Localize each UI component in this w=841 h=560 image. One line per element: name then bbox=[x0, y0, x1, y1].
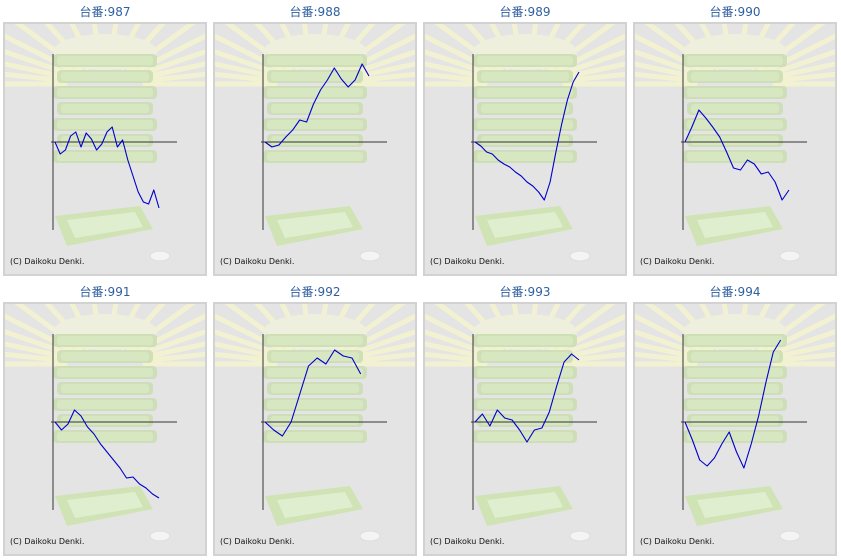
copyright-label: (C) Daikoku Denki. bbox=[10, 537, 85, 546]
chart-panel: 台番:992 (C) Daikoku Denki. bbox=[213, 280, 417, 560]
copyright-label: (C) Daikoku Denki. bbox=[640, 537, 715, 546]
series-line bbox=[264, 63, 370, 148]
series-line bbox=[474, 71, 580, 201]
background-artwork bbox=[425, 304, 625, 542]
chart-frame: (C) Daikoku Denki. bbox=[3, 22, 207, 276]
chart-panel: 台番:990 (C) Daikoku Denki. bbox=[633, 0, 837, 280]
chart-frame: (C) Daikoku Denki. bbox=[213, 302, 417, 556]
chart-svg bbox=[215, 304, 415, 542]
copyright-label: (C) Daikoku Denki. bbox=[220, 537, 295, 546]
copyright-label: (C) Daikoku Denki. bbox=[220, 257, 295, 266]
chart-frame: (C) Daikoku Denki. bbox=[633, 22, 837, 276]
chart-svg bbox=[425, 304, 625, 542]
chart-title: 台番:991 bbox=[79, 285, 131, 299]
chart-frame: (C) Daikoku Denki. bbox=[423, 302, 627, 556]
series-line bbox=[54, 126, 160, 209]
chart-title: 台番:994 bbox=[709, 285, 761, 299]
chart-panel: 台番:989 (C) Daikoku Denki. bbox=[423, 0, 627, 280]
copyright-label: (C) Daikoku Denki. bbox=[430, 537, 505, 546]
series-line bbox=[684, 339, 782, 469]
chart-frame: (C) Daikoku Denki. bbox=[3, 302, 207, 556]
chart-frame: (C) Daikoku Denki. bbox=[213, 22, 417, 276]
series-line bbox=[684, 109, 790, 201]
chart-svg bbox=[215, 24, 415, 262]
chart-panel: 台番:993 (C) Daikoku Denki. bbox=[423, 280, 627, 560]
chart-title: 台番:990 bbox=[709, 5, 761, 19]
chart-frame: (C) Daikoku Denki. bbox=[423, 22, 627, 276]
copyright-label: (C) Daikoku Denki. bbox=[430, 257, 505, 266]
series-line bbox=[264, 349, 362, 437]
background-artwork bbox=[635, 24, 835, 262]
chart-panel: 台番:988 (C) Daikoku Denki. bbox=[213, 0, 417, 280]
background-artwork bbox=[215, 24, 415, 262]
chart-panel: 台番:991 (C) Daikoku Denki. bbox=[3, 280, 207, 560]
background-artwork bbox=[5, 304, 205, 542]
chart-panel: 台番:987 (C) Daikoku Denki. bbox=[3, 0, 207, 280]
chart-title: 台番:993 bbox=[499, 285, 551, 299]
chart-svg bbox=[635, 304, 835, 542]
chart-title: 台番:988 bbox=[289, 5, 341, 19]
chart-svg bbox=[425, 24, 625, 262]
background-artwork bbox=[215, 304, 415, 542]
chart-svg bbox=[5, 24, 205, 262]
background-artwork bbox=[5, 24, 205, 262]
chart-panel: 台番:994 (C) Daikoku Denki. bbox=[633, 280, 837, 560]
chart-svg bbox=[635, 24, 835, 262]
series-line bbox=[54, 409, 160, 499]
copyright-label: (C) Daikoku Denki. bbox=[10, 257, 85, 266]
chart-frame: (C) Daikoku Denki. bbox=[633, 302, 837, 556]
copyright-label: (C) Daikoku Denki. bbox=[640, 257, 715, 266]
background-artwork bbox=[635, 304, 835, 542]
chart-svg bbox=[5, 304, 205, 542]
background-artwork bbox=[425, 24, 625, 262]
chart-title: 台番:989 bbox=[499, 5, 551, 19]
chart-title: 台番:992 bbox=[289, 285, 341, 299]
chart-title: 台番:987 bbox=[79, 5, 131, 19]
series-line bbox=[474, 353, 580, 443]
